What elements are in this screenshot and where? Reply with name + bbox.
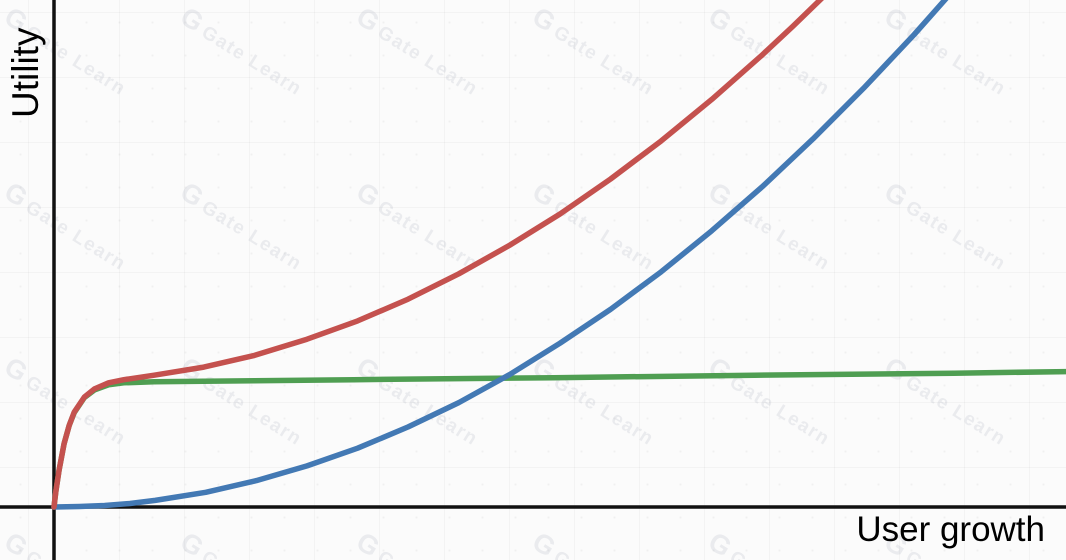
x-axis-label: User growth — [856, 510, 1045, 549]
curve-blue-accelerating-utility — [51, 0, 949, 510]
curve-green-saturating-utility — [51, 368, 1066, 510]
curve-red-combined-utility — [51, 0, 824, 510]
y-axis-label: Utility — [5, 27, 46, 118]
